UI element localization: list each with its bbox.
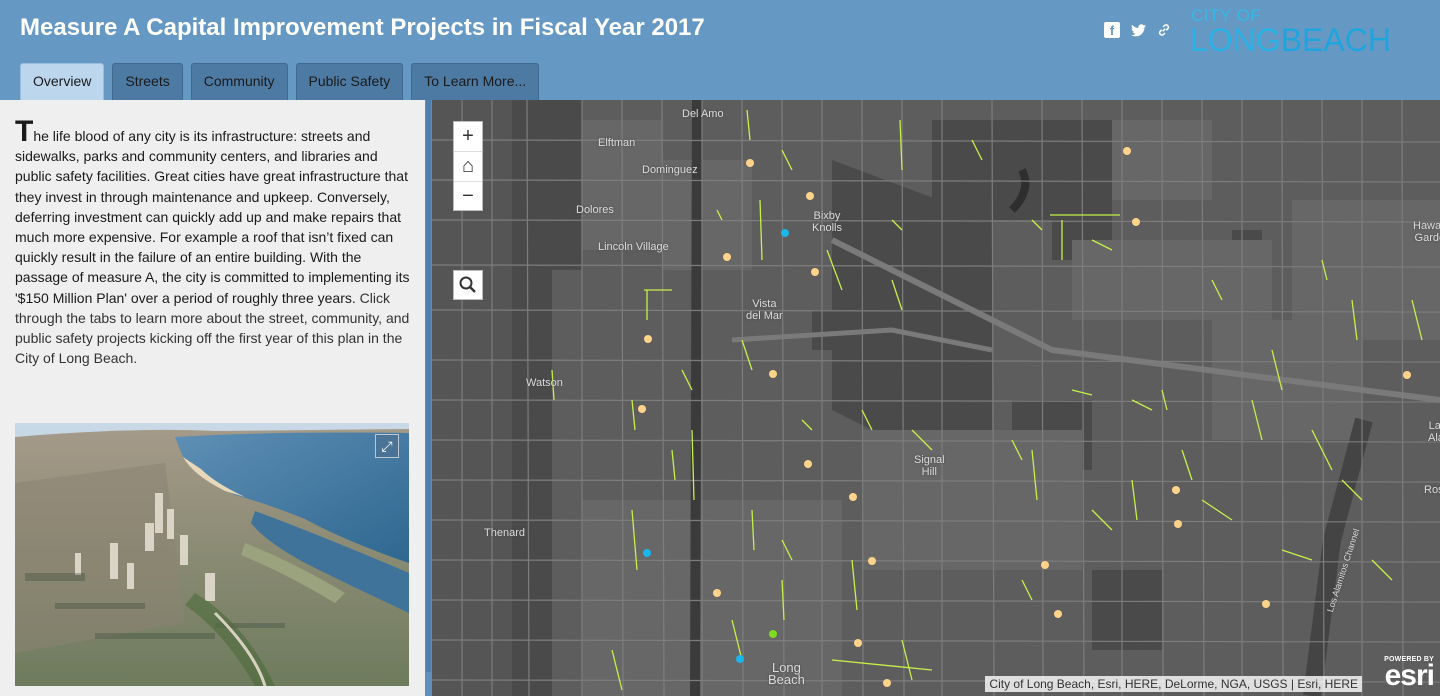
panel-splitter[interactable] — [425, 100, 432, 696]
zoom-out-button[interactable]: − — [462, 185, 474, 207]
label-del-amo: Del Amo — [682, 108, 724, 120]
logo-long-beach: LONGBEACH — [1190, 22, 1391, 59]
expand-icon[interactable]: ⤢ — [375, 434, 399, 458]
community-project-marker[interactable] — [713, 589, 721, 597]
label-signal-hill: Signal Hill — [914, 454, 945, 478]
community-project-marker[interactable] — [746, 159, 754, 167]
public-safety-project-marker[interactable] — [736, 655, 744, 663]
label-watson: Watson — [526, 377, 563, 389]
splitter-grip[interactable] — [426, 100, 431, 672]
tab-overview[interactable]: Overview — [20, 63, 105, 100]
public-safety-project-marker[interactable] — [781, 229, 789, 237]
community-project-marker[interactable] — [883, 679, 891, 687]
side-panel: The life blood of any city is its infras… — [0, 100, 425, 696]
label-dolores: Dolores — [576, 204, 614, 216]
home-button[interactable]: ⌂ — [454, 152, 482, 182]
city-logo[interactable]: CITY OF LONGBEACH — [1190, 6, 1422, 59]
community-project-marker[interactable] — [638, 405, 646, 413]
label-long-beach: Long Beach — [768, 660, 805, 687]
zoom-in-button[interactable]: + — [454, 122, 482, 152]
map-attribution: City of Long Beach, Esri, HERE, DeLorme,… — [985, 676, 1362, 692]
park-project-marker[interactable] — [769, 630, 777, 638]
esri-logo[interactable]: POWERED BY esri — [1370, 656, 1435, 692]
community-project-marker[interactable] — [868, 557, 876, 565]
community-project-marker[interactable] — [644, 335, 652, 343]
link-icon[interactable] — [1156, 22, 1172, 38]
community-project-marker[interactable] — [806, 192, 814, 200]
label-vista-del-mar: Vista del Mar — [746, 298, 783, 322]
label-hawaiian-gardens: Hawaiian Gardens — [1413, 220, 1440, 244]
intro-paragraph: he life blood of any city is its infrast… — [15, 128, 410, 306]
label-los-alamitos: Lal Ala — [1428, 420, 1440, 444]
basemap — [432, 100, 1440, 696]
public-safety-project-marker[interactable] — [643, 549, 651, 557]
tab-bar: Overview Streets Community Public Safety… — [20, 63, 540, 100]
logo-beach: BEACH — [1280, 22, 1391, 58]
community-project-marker[interactable] — [1132, 218, 1140, 226]
label-dominguez: Dominguez — [642, 164, 698, 176]
map-view[interactable]: Del Amo Elftman Dominguez Dolores Lincoln Vi… — [432, 100, 1440, 696]
label-rossmoor: Rossm — [1424, 484, 1440, 496]
community-project-marker[interactable] — [1054, 610, 1062, 618]
facebook-icon[interactable]: f — [1104, 22, 1120, 38]
community-project-marker[interactable] — [1174, 520, 1182, 528]
community-project-marker[interactable] — [769, 370, 777, 378]
community-project-marker[interactable] — [811, 268, 819, 276]
intro-text: The life blood of any city is its infras… — [15, 117, 413, 368]
share-bar: f — [1104, 22, 1172, 38]
label-thenard: Thenard — [484, 527, 525, 539]
label-elftman: Elftman — [598, 137, 636, 149]
tab-to-learn-more[interactable]: To Learn More... — [411, 63, 540, 100]
community-project-marker[interactable] — [1172, 486, 1180, 494]
community-project-marker[interactable] — [849, 493, 857, 501]
tab-community[interactable]: Community — [190, 63, 288, 100]
tabs-hint-text: Click through the tabs to learn more abo… — [15, 289, 410, 367]
page-title: Measure A Capital Improvement Projects i… — [20, 14, 705, 41]
community-project-marker[interactable] — [1403, 371, 1411, 379]
community-project-marker[interactable] — [854, 639, 862, 647]
search-icon — [459, 276, 476, 293]
community-project-marker[interactable] — [804, 460, 812, 468]
zoom-control: + ⌂ − — [453, 121, 483, 211]
logo-city-of: CITY OF — [1191, 6, 1262, 25]
community-project-marker[interactable] — [1262, 600, 1270, 608]
label-bixby-knolls: Bixby Knolls — [812, 210, 842, 234]
esri-powered-text: POWERED BY — [1384, 656, 1434, 663]
twitter-icon[interactable] — [1130, 22, 1146, 38]
drop-cap: T — [15, 115, 34, 148]
community-project-marker[interactable] — [723, 253, 731, 261]
tab-streets[interactable]: Streets — [112, 63, 183, 100]
map-search-button[interactable] — [453, 270, 483, 300]
community-project-marker[interactable] — [1041, 561, 1049, 569]
logo-long: LONG — [1190, 22, 1281, 58]
label-lincoln-village: Lincoln Village — [598, 241, 669, 253]
aerial-photo: ⤢ — [15, 423, 409, 686]
esri-wordmark: esri — [1384, 659, 1435, 692]
tab-public-safety[interactable]: Public Safety — [295, 63, 404, 100]
community-project-marker[interactable] — [1123, 147, 1131, 155]
app-header: Measure A Capital Improvement Projects i… — [0, 0, 1440, 100]
